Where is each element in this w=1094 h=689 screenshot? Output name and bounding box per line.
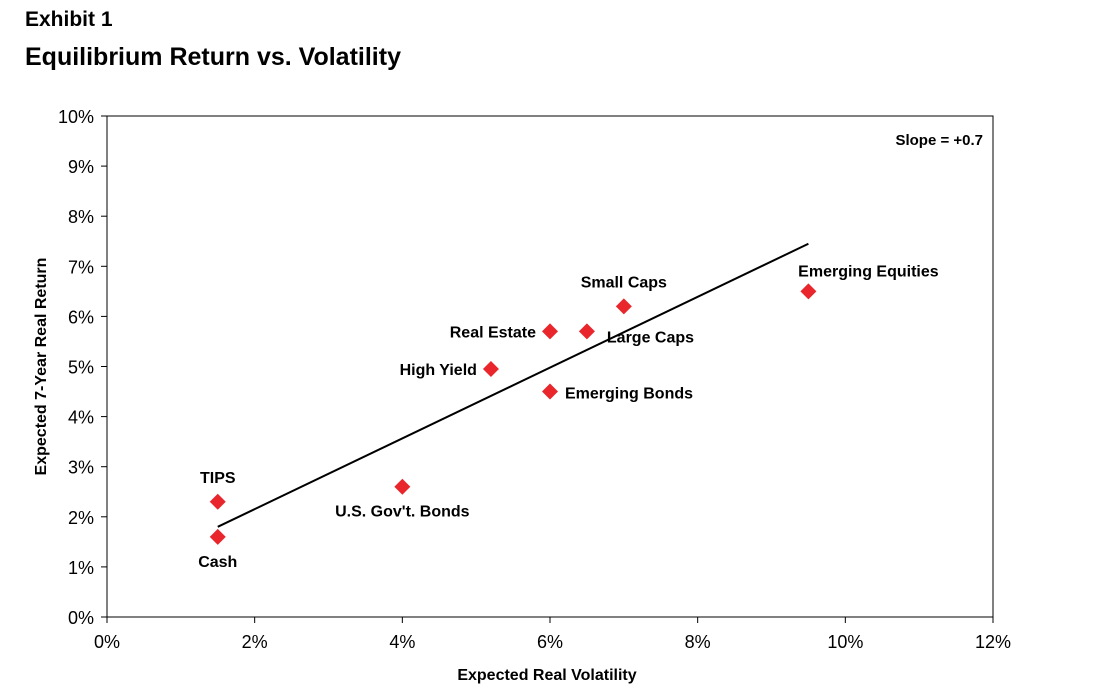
- y-tick-label: 8%: [68, 207, 94, 227]
- slope-annotation: Slope = +0.7: [895, 132, 983, 149]
- data-point-marker: [615, 298, 632, 315]
- x-tick-label: 8%: [685, 632, 711, 652]
- x-tick-label: 10%: [827, 632, 863, 652]
- data-point-marker: [578, 323, 595, 340]
- y-tick-label: 5%: [68, 358, 94, 378]
- trendline: [217, 242, 809, 528]
- y-tick-label: 2%: [68, 508, 94, 528]
- data-point-label: Small Caps: [581, 274, 667, 291]
- y-axis-title: Expected 7-Year Real Return: [33, 258, 50, 476]
- data-point-marker: [542, 323, 558, 340]
- x-tick-label: 0%: [94, 632, 120, 652]
- x-tick-label: 12%: [975, 632, 1011, 652]
- data-point-marker: [394, 478, 411, 495]
- y-tick-label: 0%: [68, 608, 94, 628]
- chart-title: Equilibrium Return vs. Volatility: [25, 43, 401, 71]
- data-point-marker: [209, 528, 226, 545]
- data-point-label: TIPS: [200, 470, 236, 487]
- data-point-marker: [209, 493, 226, 510]
- y-tick-label: 6%: [68, 307, 94, 327]
- x-axis-title: Expected Real Volatility: [457, 667, 636, 684]
- data-point-label: Emerging Bonds: [565, 386, 693, 403]
- data-point-label: High Yield: [400, 362, 477, 379]
- x-tick-label: 6%: [537, 632, 563, 652]
- data-point-marker: [482, 361, 499, 378]
- exhibit-label: Exhibit 1: [25, 8, 113, 31]
- data-point-label: U.S. Gov't. Bonds: [335, 504, 470, 521]
- y-tick-label: 10%: [58, 107, 94, 127]
- y-tick-label: 1%: [68, 558, 94, 578]
- data-point-marker: [542, 383, 558, 400]
- x-tick-label: 2%: [242, 632, 268, 652]
- data-point-label: Cash: [198, 554, 237, 571]
- y-tick-label: 3%: [68, 458, 94, 478]
- data-point-label: Emerging Equities: [798, 263, 939, 280]
- data-point-label: Large Caps: [607, 329, 694, 346]
- y-tick-label: 7%: [68, 257, 94, 277]
- y-tick-label: 9%: [68, 157, 94, 177]
- y-tick-label: 4%: [68, 408, 94, 428]
- data-point-marker: [800, 283, 817, 300]
- data-point-label: Real Estate: [450, 324, 536, 341]
- x-tick-label: 4%: [389, 632, 415, 652]
